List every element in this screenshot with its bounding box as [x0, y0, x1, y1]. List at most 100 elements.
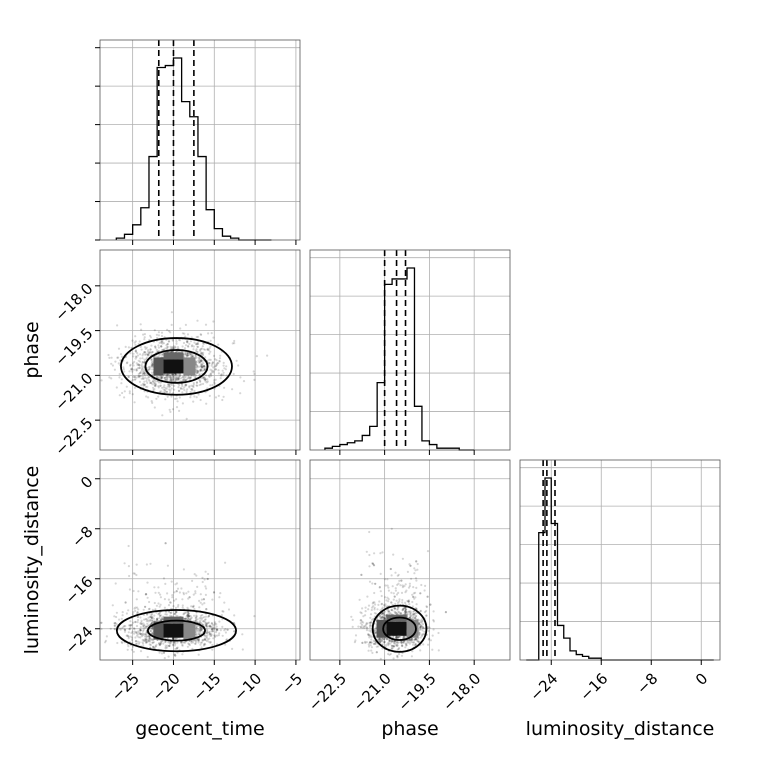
scatter-point	[393, 607, 396, 610]
scatter-point	[210, 622, 213, 625]
scatter-point	[432, 628, 435, 631]
scatter-point	[200, 641, 204, 644]
scatter-point	[136, 611, 139, 614]
scatter-point	[172, 643, 175, 646]
scatter-point	[156, 617, 159, 621]
scatter-point	[148, 635, 151, 638]
scatter-point	[199, 629, 202, 632]
scatter-point	[160, 340, 163, 343]
scatter-point	[199, 379, 202, 382]
scatter-point	[170, 395, 173, 398]
scatter-point	[199, 370, 202, 373]
scatter-point	[171, 339, 174, 342]
scatter-point	[405, 644, 408, 647]
scatter-point	[171, 392, 175, 395]
scatter-point	[187, 344, 190, 348]
x-tick-label-geocent_time: −25	[108, 670, 143, 705]
scatter-point	[178, 389, 181, 392]
scatter-point	[190, 640, 193, 643]
scatter-point	[139, 632, 142, 635]
scatter-point	[399, 612, 402, 616]
scatter-point	[176, 641, 179, 644]
scatter-point	[160, 331, 164, 334]
scatter-point	[185, 355, 188, 358]
scatter-point	[206, 577, 209, 581]
scatter-point	[370, 646, 373, 649]
scatter-point	[204, 615, 208, 618]
scatter-point	[151, 616, 154, 619]
scatter-point	[383, 640, 386, 644]
scatter-point	[160, 375, 163, 378]
scatter-point	[138, 364, 141, 367]
scatter-point	[159, 593, 162, 596]
scatter-point	[158, 341, 161, 344]
scatter-point	[116, 641, 119, 645]
scatter-point	[194, 354, 197, 357]
scatter-point	[425, 605, 428, 608]
scatter-point	[164, 347, 167, 350]
scatter-point	[152, 645, 155, 648]
scatter-point	[140, 377, 143, 380]
scatter-point	[133, 627, 136, 631]
scatter-point	[167, 376, 170, 379]
scatter-point	[168, 379, 172, 382]
scatter-point	[357, 625, 360, 628]
scatter-point	[204, 593, 207, 597]
scatter-point	[181, 379, 184, 382]
scatter-point	[199, 643, 202, 646]
scatter-point	[412, 586, 415, 589]
scatter-point	[188, 353, 191, 356]
scatter-point	[200, 352, 203, 355]
scatter-point	[137, 608, 140, 611]
scatter-point	[395, 612, 398, 615]
scatter-point	[120, 382, 123, 385]
scatter-point	[161, 348, 164, 352]
y-tick-label-luminosity_distance: −24	[61, 623, 96, 658]
scatter-point	[193, 389, 196, 393]
scatter-point	[146, 624, 149, 628]
scatter-point	[107, 353, 110, 357]
scatter-point	[418, 619, 422, 622]
scatter-point	[128, 628, 131, 631]
scatter-point	[127, 635, 130, 638]
scatter-point	[161, 640, 164, 643]
scatter-point	[148, 368, 151, 371]
scatter-point	[151, 612, 154, 616]
scatter-point	[197, 631, 200, 634]
density-core	[163, 352, 184, 360]
scatter-point	[381, 551, 384, 554]
scatter-point	[369, 641, 372, 644]
scatter-point	[204, 618, 207, 621]
scatter-point	[421, 629, 424, 632]
scatter-point	[186, 377, 189, 380]
scatter-point	[167, 655, 170, 658]
scatter-point	[167, 604, 171, 607]
scatter-point	[209, 339, 212, 342]
scatter-point	[183, 389, 186, 392]
scatter-point	[205, 628, 208, 631]
scatter-point	[136, 621, 139, 624]
scatter-point	[170, 379, 173, 382]
y-axis-title-phase: phase	[21, 321, 43, 378]
scatter-point	[140, 622, 143, 626]
scatter-point	[231, 342, 234, 345]
scatter-point	[163, 377, 166, 380]
scatter-point	[174, 373, 178, 376]
scatter-point	[375, 651, 378, 654]
scatter-point	[161, 342, 164, 345]
scatter-point	[179, 641, 183, 644]
scatter-point	[204, 356, 207, 359]
scatter-point	[397, 573, 400, 576]
scatter-point	[130, 368, 133, 371]
scatter-point	[185, 383, 188, 386]
scatter-point	[141, 357, 144, 360]
scatter-point	[134, 350, 138, 353]
scatter-point	[387, 610, 391, 613]
scatter-point	[155, 375, 158, 378]
scatter-point	[135, 368, 138, 371]
scatter-point	[387, 600, 390, 603]
scatter-point	[192, 345, 195, 348]
scatter-point	[166, 374, 169, 377]
scatter-point	[188, 376, 191, 379]
scatter-point	[175, 610, 178, 614]
